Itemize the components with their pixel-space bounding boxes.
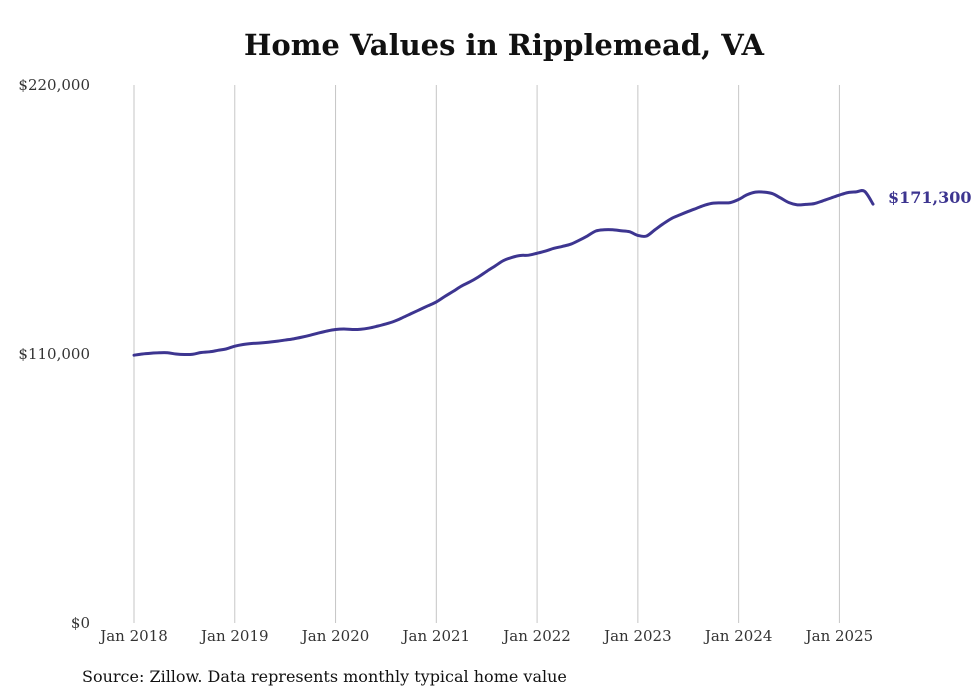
end-value-label: $171,300	[888, 188, 972, 207]
y-tick-label: $220,000	[18, 76, 90, 94]
y-tick-label: $0	[71, 614, 90, 632]
x-tick-label: Jan 2025	[804, 627, 874, 645]
y-axis-ticks: $0 $110,000 $220,000	[18, 76, 90, 632]
y-tick-label: $110,000	[18, 345, 90, 363]
grid-layer	[133, 85, 840, 623]
source-note: Source: Zillow. Data represents monthly …	[82, 667, 567, 686]
chart-title: Home Values in Ripplemead, VA	[243, 28, 765, 62]
x-tick-label: Jan 2020	[300, 627, 370, 645]
x-tick-label: Jan 2018	[98, 627, 168, 645]
series-line	[132, 189, 875, 357]
x-tick-label: Jan 2024	[703, 627, 773, 645]
x-tick-label: Jan 2023	[602, 627, 672, 645]
x-tick-label: Jan 2019	[199, 627, 269, 645]
x-tick-label: Jan 2022	[501, 627, 571, 645]
x-tick-label: Jan 2021	[401, 627, 471, 645]
x-axis-ticks: Jan 2018 Jan 2019 Jan 2020 Jan 2021 Jan 2022…	[98, 627, 873, 645]
